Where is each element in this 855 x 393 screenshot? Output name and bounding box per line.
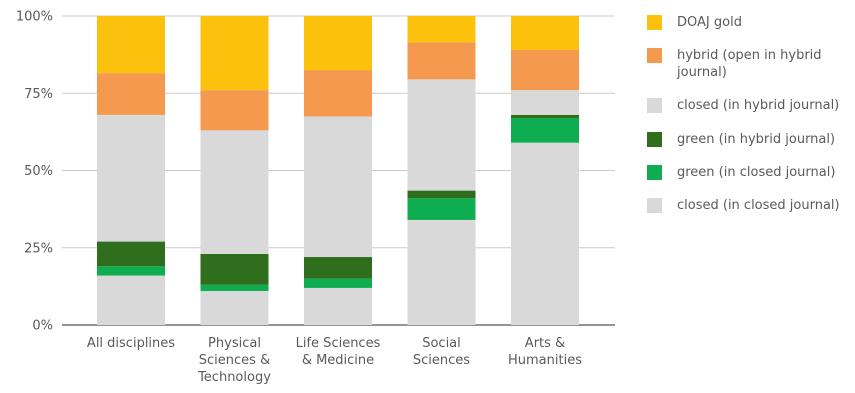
legend-label-line: green (in closed journal) [677, 165, 836, 180]
bar-segment [407, 219, 476, 325]
bar-segment [97, 114, 165, 242]
legend-swatch [647, 48, 662, 63]
legend-swatch [647, 165, 662, 180]
y-tick-label: 0% [32, 319, 53, 334]
bar-segment [511, 49, 579, 91]
bar-segment [200, 253, 269, 285]
legend-label: closed (in closed journal) [677, 197, 855, 214]
legend-label: green (in hybrid journal) [677, 131, 855, 148]
legend-label-line: journal) [677, 65, 727, 80]
x-tick-label: Life Sciences [296, 336, 381, 351]
bar-segment [200, 16, 269, 91]
bar-segment [200, 284, 269, 292]
bar-segment [97, 275, 165, 325]
bar-segment [511, 16, 579, 50]
x-tick-label: Technology [197, 370, 271, 385]
legend-item: closed (in hybrid journal) [647, 97, 855, 114]
x-tick-label: All disciplines [87, 336, 175, 351]
x-tick-label: & Medicine [302, 353, 374, 368]
y-tick-label: 25% [24, 241, 53, 256]
legend-item: hybrid (open in hybrid journal) [647, 47, 855, 81]
legend-label: green (in closed journal) [677, 164, 855, 181]
bar-segment [200, 130, 269, 254]
bar-segment [97, 73, 165, 115]
bar-segment [407, 16, 476, 43]
legend-label-line: closed (in hybrid journal) [677, 98, 840, 113]
bar-segment [511, 90, 579, 115]
bar-segment [304, 70, 372, 117]
bar-segment [511, 142, 579, 325]
bar-segment [304, 278, 372, 288]
legend-item: green (in closed journal) [647, 164, 855, 181]
legend-label: closed (in hybrid journal) [677, 97, 855, 114]
bar-segment [511, 114, 579, 118]
bar-segment [304, 116, 372, 258]
bar-segment [97, 16, 165, 74]
x-tick-label: Sciences & [199, 353, 270, 368]
bar-segment [304, 257, 372, 279]
legend-label-line: green (in hybrid journal) [677, 132, 836, 147]
legend-item: closed (in closed journal) [647, 197, 855, 214]
legend-label: hybrid (open in hybrid journal) [677, 47, 855, 81]
x-tick-label: Physical [208, 336, 261, 351]
legend-swatch [647, 98, 662, 113]
bar-segment [200, 90, 269, 131]
x-tick-label: Arts & [525, 336, 565, 351]
legend-swatch [647, 198, 662, 213]
x-tick-label: Humanities [508, 353, 582, 368]
x-tick-label: Sciences [413, 353, 470, 368]
legend-label-line: hybrid (open in hybrid [677, 48, 822, 63]
legend-swatch [647, 15, 662, 30]
bar-segment [407, 190, 476, 199]
bar-segment [407, 42, 476, 80]
bar-segment [97, 241, 165, 267]
bar-segment [511, 117, 579, 143]
legend-label-line: closed (in closed journal) [677, 198, 840, 213]
bar-segment [200, 291, 269, 325]
bar-segment [407, 79, 476, 191]
legend-swatch [647, 132, 662, 147]
bar-segment [304, 16, 372, 71]
y-tick-label: 75% [24, 87, 53, 102]
bar-segment [304, 287, 372, 325]
legend-label-line: DOAJ gold [677, 15, 742, 30]
y-tick-label: 50% [24, 164, 53, 179]
bar-segment [407, 198, 476, 220]
legend-label: DOAJ gold [677, 14, 855, 31]
bar-segment [97, 266, 165, 276]
legend-item: green (in hybrid journal) [647, 131, 855, 148]
y-tick-label: 100% [16, 10, 53, 25]
x-tick-label: Social [422, 336, 461, 351]
legend-item: DOAJ gold [647, 14, 855, 31]
